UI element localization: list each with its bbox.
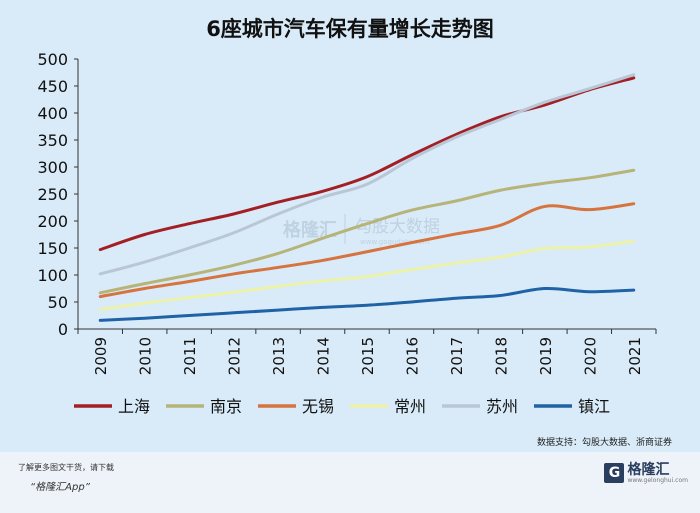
x-tick-label: 2013 [270, 337, 288, 375]
y-tick-label: 100 [37, 266, 68, 285]
series-line-常州 [98, 239, 636, 312]
logo-text: 格隆汇 [627, 462, 670, 478]
legend-label: 南京 [210, 397, 242, 416]
series-line-南京 [98, 168, 636, 295]
x-tick-label: 2021 [626, 337, 644, 375]
y-tick-label: 350 [37, 131, 68, 150]
watermark-url: www.gogudata.com [360, 238, 429, 246]
logo-g-icon: G [604, 463, 625, 483]
y-tick-label: 0 [58, 320, 68, 339]
x-tick-label: 2016 [403, 337, 421, 375]
y-tick-label: 400 [37, 104, 68, 123]
series-line-苏州 [98, 73, 636, 276]
watermark-brand: 格隆汇 [283, 219, 337, 241]
footer-note: 了解更多图文干货，请下载 [18, 463, 114, 472]
x-tick-label: 2020 [581, 337, 599, 375]
x-tick-label: 2015 [359, 337, 377, 375]
x-tick-label: 2014 [315, 337, 333, 375]
series-line-上海 [98, 76, 636, 252]
legend-label: 镇江 [578, 397, 610, 416]
y-tick-label: 250 [37, 185, 68, 204]
x-tick-label: 2017 [448, 337, 466, 375]
footer-logo: G 格隆汇 www.gelonghui.com [604, 462, 688, 484]
y-tick-label: 150 [37, 239, 68, 258]
series-line-镇江 [98, 286, 636, 322]
x-tick-label: 2011 [181, 337, 199, 375]
watermark-partner: 勾股大数据 [355, 217, 440, 237]
x-tick-label: 2009 [92, 337, 110, 375]
chart-title: 6座城市汽车保有量增长走势图 [206, 17, 494, 41]
x-tick-label: 2018 [492, 337, 510, 375]
chart-panel: 6座城市汽车保有量增长走势图格隆汇 勾股大数据 www.gogudata.com 0 5… [0, 0, 700, 452]
y-tick-label: 500 [37, 50, 68, 69]
source-note: 数据支持：勾股大数据、浙商证券 [536, 438, 672, 448]
y-tick-label: 300 [37, 158, 68, 177]
legend-label: 无锡 [302, 397, 334, 416]
x-tick-label: 2010 [137, 337, 155, 375]
legend-label: 上海 [118, 397, 150, 416]
series-line-无锡 [98, 202, 636, 299]
legend-label: 苏州 [486, 397, 518, 416]
legend-label: 常州 [394, 397, 426, 416]
y-tick-label: 50 [48, 293, 68, 312]
y-tick-label: 200 [37, 212, 68, 231]
y-tick-label: 450 [37, 77, 68, 96]
footer-app-name: “格隆汇App” [30, 482, 90, 493]
logo-url: www.gelonghui.com [627, 477, 688, 484]
x-tick-label: 2019 [537, 337, 555, 375]
x-tick-label: 2012 [226, 337, 244, 375]
